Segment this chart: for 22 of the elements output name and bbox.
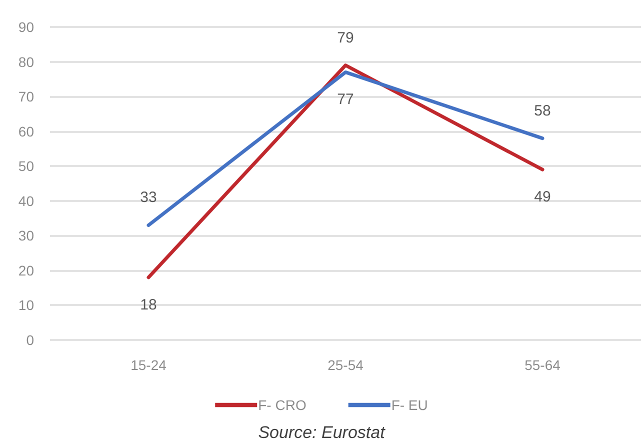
y-tick-label: 80 [18,54,34,70]
y-tick-label: 70 [18,88,34,105]
x-tick-label: 15-24 [130,357,167,373]
y-tick-label: 40 [18,192,34,209]
data-label: 58 [534,102,551,120]
data-label: 77 [337,91,354,108]
legend-label: F- EU [391,397,428,413]
data-label: 79 [337,29,354,46]
y-tick-label: 20 [18,262,34,278]
y-tick-label: 0 [26,332,34,348]
y-tick-label: 60 [18,123,34,140]
source-note: Source: Eurostat [258,423,386,442]
y-tick-label: 50 [18,158,34,174]
x-tick-label: 25-54 [328,357,364,373]
y-tick-label: 10 [18,297,34,314]
y-tick-label: 90 [18,19,34,35]
data-label: 49 [534,188,551,206]
y-tick-label: 30 [18,228,34,244]
data-label: 18 [140,296,157,314]
x-tick-label: 55-64 [524,357,561,373]
legend-label: F- CRO [258,397,306,413]
data-label: 33 [140,189,157,206]
